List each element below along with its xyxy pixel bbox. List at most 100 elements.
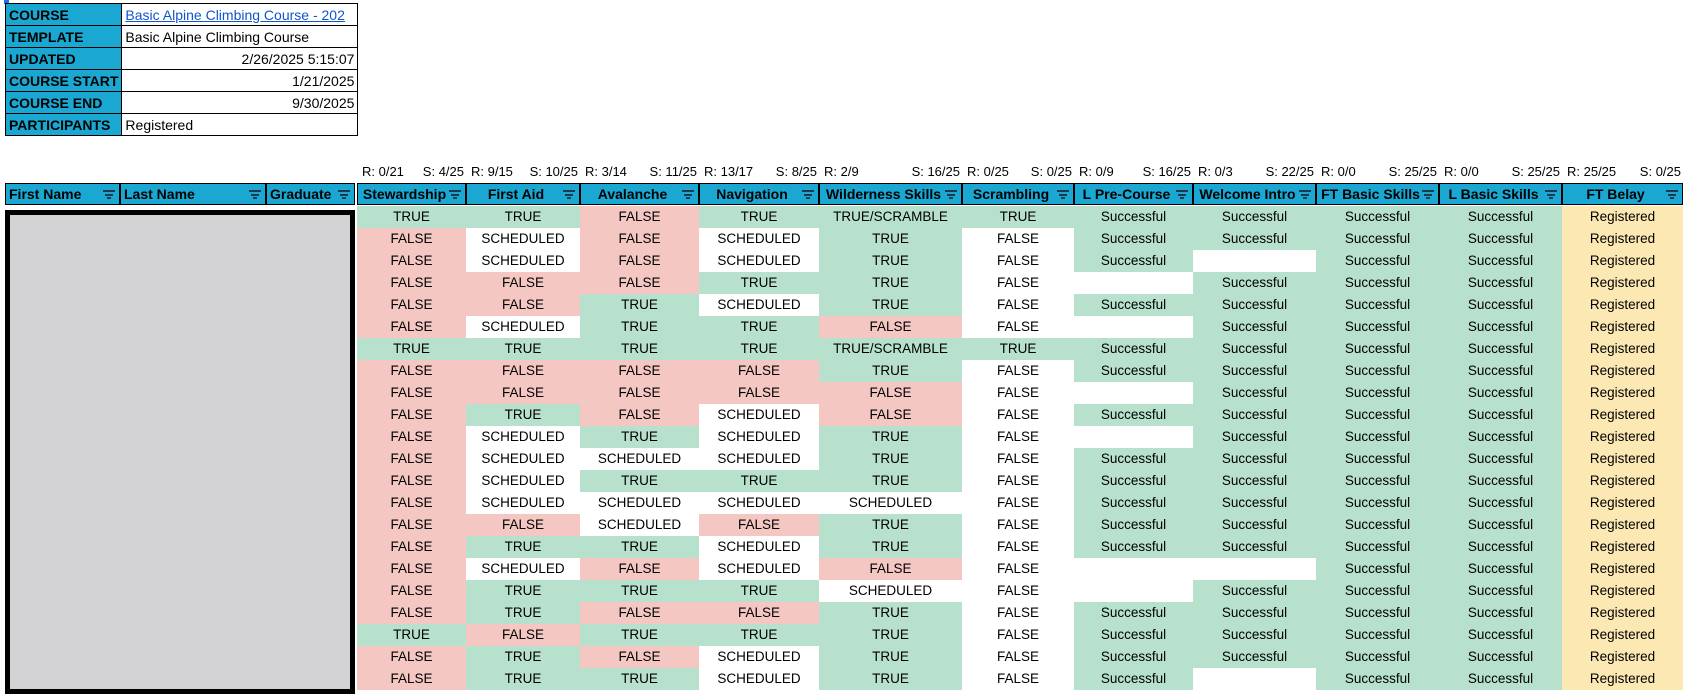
grid-cell[interactable]: Registered <box>1562 602 1683 624</box>
grid-cell[interactable]: FALSE <box>580 382 699 404</box>
grid-cell[interactable] <box>1074 426 1193 448</box>
grid-cell[interactable]: TRUE <box>580 470 699 492</box>
grid-cell[interactable]: FALSE <box>357 536 466 558</box>
grid-cell[interactable]: TRUE <box>819 228 962 250</box>
grid-cell[interactable]: TRUE <box>699 624 819 646</box>
grid-cell[interactable]: TRUE <box>466 668 580 690</box>
filter-icon[interactable] <box>802 190 814 199</box>
grid-cell[interactable]: FALSE <box>357 514 466 536</box>
grid-cell[interactable]: SCHEDULED <box>699 448 819 470</box>
grid-cell[interactable]: FALSE <box>699 360 819 382</box>
grid-cell[interactable]: SCHEDULED <box>699 404 819 426</box>
grid-cell[interactable]: Successful <box>1193 316 1316 338</box>
filter-icon[interactable] <box>338 190 350 199</box>
grid-cell[interactable]: FALSE <box>962 426 1074 448</box>
grid-cell[interactable]: Successful <box>1439 338 1562 360</box>
grid-cell[interactable]: Successful <box>1316 470 1439 492</box>
grid-cell[interactable]: Successful <box>1439 668 1562 690</box>
grid-cell[interactable]: FALSE <box>466 294 580 316</box>
grid-cell[interactable]: FALSE <box>580 272 699 294</box>
grid-cell[interactable]: FALSE <box>962 646 1074 668</box>
filter-icon[interactable] <box>1545 190 1557 199</box>
grid-cell[interactable]: TRUE <box>819 646 962 668</box>
grid-cell[interactable]: FALSE <box>699 602 819 624</box>
grid-cell[interactable]: Successful <box>1316 360 1439 382</box>
grid-cell[interactable]: FALSE <box>819 382 962 404</box>
grid-cell[interactable]: Successful <box>1193 294 1316 316</box>
grid-cell[interactable]: Successful <box>1316 382 1439 404</box>
grid-cell[interactable]: TRUE <box>466 646 580 668</box>
grid-cell[interactable]: Successful <box>1316 602 1439 624</box>
grid-cell[interactable]: FALSE <box>580 250 699 272</box>
grid-cell[interactable]: TRUE <box>699 338 819 360</box>
grid-cell[interactable]: SCHEDULED <box>699 426 819 448</box>
grid-cell[interactable]: FALSE <box>357 228 466 250</box>
grid-cell[interactable]: Successful <box>1074 514 1193 536</box>
grid-cell[interactable]: FALSE <box>962 580 1074 602</box>
grid-cell[interactable]: Successful <box>1193 536 1316 558</box>
grid-cell[interactable]: TRUE <box>819 294 962 316</box>
grid-cell[interactable]: FALSE <box>962 294 1074 316</box>
grid-cell[interactable]: Successful <box>1439 228 1562 250</box>
info-value[interactable]: Basic Alpine Climbing Course - 202 <box>121 3 359 26</box>
filter-icon[interactable] <box>1422 190 1434 199</box>
grid-cell[interactable]: Successful <box>1316 514 1439 536</box>
grid-cell[interactable]: Successful <box>1316 316 1439 338</box>
grid-cell[interactable]: TRUE <box>580 536 699 558</box>
grid-cell[interactable]: FALSE <box>466 360 580 382</box>
grid-cell[interactable]: Successful <box>1439 624 1562 646</box>
grid-cell[interactable]: TRUE <box>962 338 1074 360</box>
grid-cell[interactable]: Successful <box>1193 448 1316 470</box>
grid-cell[interactable]: Registered <box>1562 558 1683 580</box>
grid-cell[interactable]: FALSE <box>466 624 580 646</box>
grid-cell[interactable]: SCHEDULED <box>580 514 699 536</box>
grid-cell[interactable]: FALSE <box>357 602 466 624</box>
filter-icon[interactable] <box>563 190 575 199</box>
column-header-graduate[interactable]: Graduate <box>266 183 355 205</box>
grid-cell[interactable]: Successful <box>1439 602 1562 624</box>
grid-cell[interactable]: Registered <box>1562 404 1683 426</box>
grid-cell[interactable]: Registered <box>1562 272 1683 294</box>
grid-cell[interactable]: FALSE <box>357 250 466 272</box>
column-header-l-pre-course[interactable]: L Pre-Course <box>1074 183 1193 205</box>
grid-cell[interactable]: Successful <box>1316 272 1439 294</box>
grid-cell[interactable]: TRUE <box>819 602 962 624</box>
grid-cell[interactable]: Registered <box>1562 668 1683 690</box>
grid-cell[interactable]: Successful <box>1193 272 1316 294</box>
grid-cell[interactable]: FALSE <box>962 360 1074 382</box>
grid-cell[interactable]: FALSE <box>357 668 466 690</box>
grid-cell[interactable]: SCHEDULED <box>580 492 699 514</box>
filter-icon[interactable] <box>449 190 461 199</box>
grid-cell[interactable]: FALSE <box>357 294 466 316</box>
grid-cell[interactable]: Successful <box>1316 536 1439 558</box>
grid-cell[interactable]: TRUE <box>819 536 962 558</box>
grid-cell[interactable]: TRUE <box>699 316 819 338</box>
column-header-stewardship[interactable]: Stewardship <box>357 183 466 205</box>
grid-cell[interactable]: SCHEDULED <box>466 470 580 492</box>
grid-cell[interactable]: Registered <box>1562 448 1683 470</box>
grid-cell[interactable]: TRUE <box>819 272 962 294</box>
grid-cell[interactable]: TRUE <box>699 580 819 602</box>
filter-icon[interactable] <box>682 190 694 199</box>
grid-cell[interactable]: FALSE <box>962 514 1074 536</box>
grid-cell[interactable]: SCHEDULED <box>466 426 580 448</box>
grid-cell[interactable]: TRUE <box>819 448 962 470</box>
grid-cell[interactable]: TRUE/SCRAMBLE <box>819 338 962 360</box>
column-header-navigation[interactable]: Navigation <box>699 183 819 205</box>
grid-cell[interactable]: Successful <box>1316 404 1439 426</box>
grid-cell[interactable]: Successful <box>1193 338 1316 360</box>
grid-cell[interactable]: Successful <box>1439 294 1562 316</box>
grid-cell[interactable]: Successful <box>1193 404 1316 426</box>
grid-cell[interactable]: FALSE <box>819 404 962 426</box>
grid-cell[interactable]: Successful <box>1193 360 1316 382</box>
grid-cell[interactable]: TRUE <box>819 426 962 448</box>
grid-cell[interactable]: FALSE <box>580 558 699 580</box>
grid-cell[interactable]: FALSE <box>962 602 1074 624</box>
grid-cell[interactable]: SCHEDULED <box>819 492 962 514</box>
grid-cell[interactable]: TRUE <box>580 580 699 602</box>
filter-icon[interactable] <box>1176 190 1188 199</box>
grid-cell[interactable]: Successful <box>1316 250 1439 272</box>
grid-cell[interactable]: FALSE <box>580 206 699 228</box>
grid-cell[interactable]: Successful <box>1193 580 1316 602</box>
grid-cell[interactable]: TRUE <box>580 624 699 646</box>
